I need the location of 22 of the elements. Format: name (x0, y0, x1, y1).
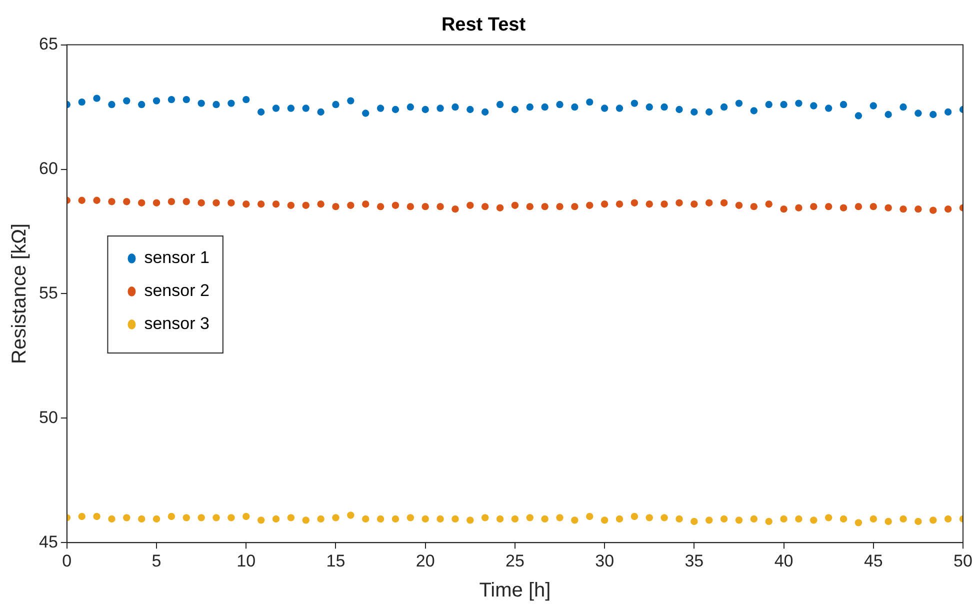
x-tick-label: 25 (505, 551, 524, 570)
x-tick-label: 5 (152, 551, 162, 570)
legend-label: sensor 3 (144, 314, 210, 334)
y-tick-label: 50 (38, 408, 58, 427)
x-tick-label: 15 (326, 551, 346, 570)
legend-label: sensor 1 (144, 248, 210, 268)
y-tick-label: 55 (38, 283, 58, 302)
y-axis-title: Resistance [kΩ] (8, 223, 31, 364)
y-tick-label: 60 (38, 158, 58, 178)
x-tick-label: 0 (62, 551, 72, 570)
x-tick-label: 45 (864, 551, 883, 570)
y-tick-label: 45 (38, 532, 58, 552)
legend-label: sensor 2 (144, 281, 210, 300)
x-tick-label: 10 (236, 551, 256, 570)
x-tick-label: 40 (774, 551, 794, 570)
x-axis-title: Time [h] (479, 580, 551, 602)
y-tick-label: 65 (38, 34, 58, 54)
x-tick-label: 50 (954, 551, 972, 570)
x-tick-label: 30 (595, 551, 614, 570)
chart-title: Rest Test (441, 14, 526, 36)
x-tick-label: 20 (416, 551, 435, 570)
x-tick-label: 35 (684, 551, 704, 570)
